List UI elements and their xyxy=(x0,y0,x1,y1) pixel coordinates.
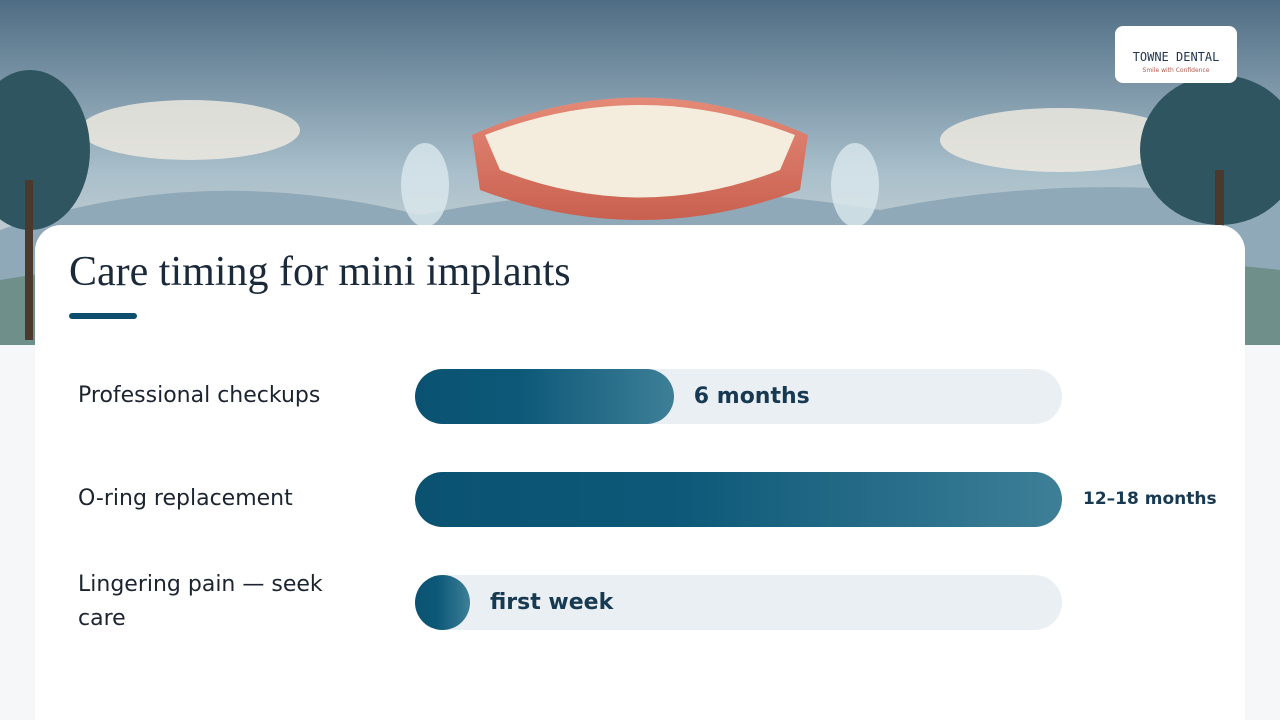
bar-track xyxy=(415,574,1062,630)
category-label: Lingering pain — seek care xyxy=(78,572,323,631)
bar xyxy=(415,368,674,424)
bar xyxy=(415,574,470,630)
value-label: 12–18 months xyxy=(1083,489,1217,509)
value-label: first week xyxy=(490,589,614,615)
chart-title: Care timing for mini implants xyxy=(69,249,571,295)
logo: TOWNE DENTAL Smile with Confidence xyxy=(1115,26,1237,83)
value-label: 6 months xyxy=(693,383,810,409)
category-label: Professional checkups xyxy=(78,383,321,408)
bar xyxy=(415,471,1062,527)
logo-name: TOWNE DENTAL xyxy=(1132,50,1220,64)
logo-tagline: Smile with Confidence xyxy=(1142,67,1210,74)
title-accent xyxy=(69,313,137,319)
category-label: O-ring replacement xyxy=(78,486,293,511)
